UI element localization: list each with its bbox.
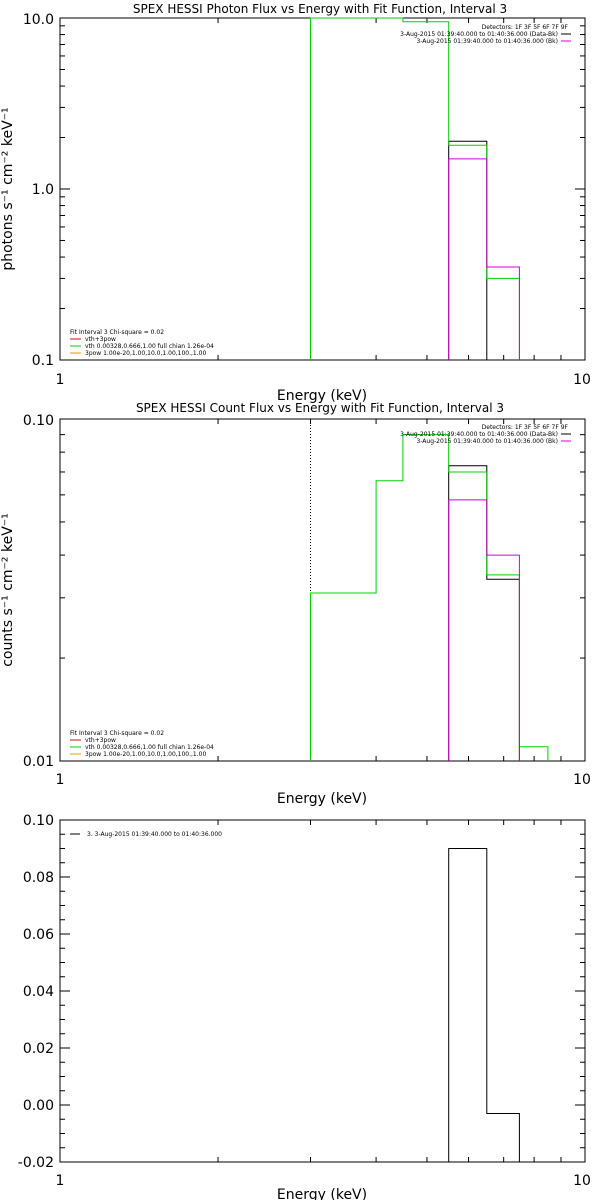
panel2-x-tick-label-10: 10 [573, 772, 591, 788]
panel1-plot-frame [59, 17, 586, 361]
panel1-series-marks [309, 17, 520, 360]
panel2-tick-marks [60, 418, 585, 762]
panel1-x-tick-label-1: 1 [56, 372, 65, 388]
y-tick-label: 0.06 [23, 927, 54, 943]
panel1-tick-marks [60, 17, 585, 361]
panel1-x-tick-label-10: 10 [573, 372, 591, 388]
linear-count-panel: Energy (keV) 1 10 -0.02 0.00 0.02 0.04 0.06 0… [18, 813, 591, 1200]
panel2-legend-data-interval: 3-Aug-2015 01:39:40.000 to 01:40:36.000 … [400, 431, 558, 438]
panel2-x-tick-label-1: 1 [56, 772, 65, 788]
panel1-legend-data-interval: 3-Aug-2015 01:39:40.000 to 01:40:36.000 … [400, 31, 558, 38]
panel3-y-tick-labels: -0.02 0.00 0.02 0.04 0.06 0.08 0.10 [18, 813, 54, 1171]
count-flux-panel: SPEX HESSI Count Flux vs Energy with Fit… [0, 401, 591, 807]
panel1-y-tick-label-10.0: 10.0 [23, 12, 54, 28]
panel1-legend-top-right: Detectors: 1F 3F 5F 6F 7F 9F 3-Aug-2015 … [400, 24, 571, 45]
series-2-histogram [448, 499, 520, 761]
panel3-tick-marks [60, 819, 585, 1163]
panel1-legend-total-model: vth+3pow [85, 336, 116, 343]
panel2-legend-top-right: Detectors: 1F 3F 5F 6F 7F 9F 3-Aug-2015 … [400, 424, 571, 445]
panel1-legend-detectors: Detectors: 1F 3F 5F 6F 7F 9F [482, 24, 569, 31]
series-2-histogram [448, 158, 520, 360]
panel1-legend-bottom-left: Fit Interval 3 Chi-square = 0.02 vth+3po… [70, 329, 214, 357]
y-tick-label: 0.00 [23, 1098, 54, 1114]
y-tick-label: 0.08 [23, 870, 54, 886]
panel3-x-tick-label-10: 10 [573, 1173, 591, 1189]
series-1-histogram [310, 17, 520, 360]
panel3-x-axis-label: Energy (keV) [277, 1187, 367, 1200]
panel1-legend-fit-interval: Fit Interval 3 Chi-square = 0.02 [70, 329, 164, 336]
y-tick-label: 0.10 [23, 813, 54, 829]
panel3-x-tick-label-1: 1 [56, 1173, 65, 1189]
panel1-legend-bk-interval: 3-Aug-2015 01:39:40.000 to 01:40:36.000 … [416, 38, 558, 45]
panel1-y-tick-label-1.0: 1.0 [32, 182, 54, 198]
panel2-y-axis-label: counts s⁻¹ cm⁻² keV⁻¹ [0, 513, 16, 667]
series-0-histogram [448, 140, 488, 360]
panel2-legend-vth-params: vth 0.00328,0.666,1.00 full chian 1.26e-… [85, 744, 214, 751]
panel2-title: SPEX HESSI Count Flux vs Energy with Fit… [136, 401, 504, 415]
series-0-histogram [448, 465, 520, 761]
panel1-x-axis-label: Energy (keV) [277, 388, 367, 404]
panel3-legend-interval: 3. 3-Aug-2015 01:39:40.000 to 01:40:36.0… [87, 831, 222, 838]
panel3-plot-frame [59, 819, 586, 1163]
panel1-legend-vth-params: vth 0.00328,0.666,1.00 full chian 1.26e-… [85, 343, 214, 350]
panel1-legend-3pow-params: 3pow 1.00e-20,1.00,10.0,1.00,100.,1.00 [85, 350, 206, 357]
panel2-legend-fit-interval: Fit Interval 3 Chi-square = 0.02 [70, 730, 164, 737]
panel3-series-marks [448, 848, 520, 1162]
panel2-legend-detectors: Detectors: 1F 3F 5F 6F 7F 9F [482, 424, 569, 431]
panel2-legend-3pow-params: 3pow 1.00e-20,1.00,10.0,1.00,100.,1.00 [85, 751, 206, 758]
panel2-legend-total-model: vth+3pow [85, 737, 116, 744]
panel2-plot-frame [59, 418, 586, 762]
series-1-histogram [310, 434, 549, 761]
panel1-y-tick-label-0.1: 0.1 [32, 353, 54, 369]
panel3-legend-top-left: 3. 3-Aug-2015 01:39:40.000 to 01:40:36.0… [70, 831, 222, 838]
panel2-legend-bottom-left: Fit Interval 3 Chi-square = 0.02 vth+3po… [70, 730, 214, 758]
panel2-legend-bk-interval: 3-Aug-2015 01:39:40.000 to 01:40:36.000 … [416, 438, 558, 445]
y-tick-label: 0.02 [23, 1041, 54, 1057]
photon-flux-panel: SPEX HESSI Photon Flux vs Energy with Fi… [0, 2, 591, 404]
panel2-y-tick-label-0.10: 0.10 [23, 413, 54, 429]
panel1-title: SPEX HESSI Photon Flux vs Energy with Fi… [133, 2, 507, 16]
series-0-histogram [448, 848, 520, 1162]
y-tick-label: -0.02 [18, 1155, 54, 1171]
panel2-x-axis-label: Energy (keV) [277, 791, 367, 807]
y-tick-label: 0.04 [23, 984, 54, 1000]
panel1-y-axis-label: photons s⁻¹ cm⁻² keV⁻¹ [0, 107, 16, 270]
panel2-y-tick-label-0.01: 0.01 [23, 754, 54, 770]
panel2-series-marks [309, 419, 549, 761]
